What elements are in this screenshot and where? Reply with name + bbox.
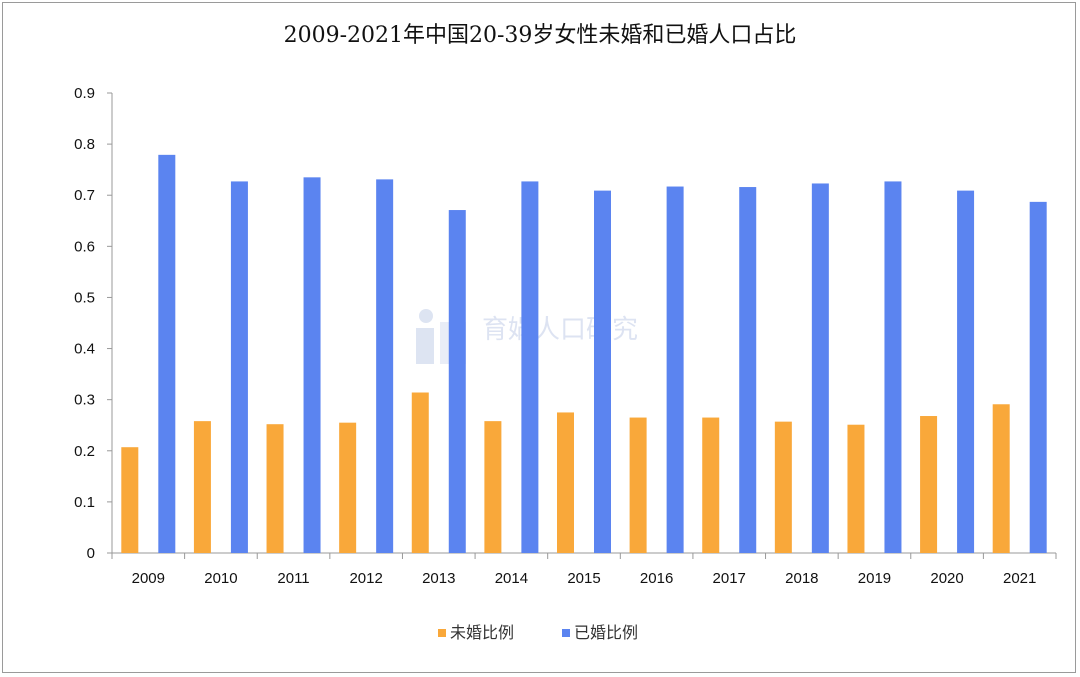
bar-unmarried-2011 — [266, 424, 284, 553]
bar-unmarried-2010 — [193, 421, 211, 553]
legend-label: 已婚比例 — [574, 623, 638, 642]
x-tick-label: 2009 — [132, 570, 165, 587]
bar-unmarried-2015 — [557, 412, 574, 553]
bar-unmarried-2019 — [847, 424, 865, 553]
x-tick-label: 2016 — [640, 570, 673, 587]
x-axis: 2009 2010 2011 2012 2013 2014 2015 2016 2017 2018… — [111, 552, 1057, 587]
x-tick-label: 2019 — [858, 570, 891, 587]
y-tick-label: 0.2 — [74, 443, 95, 460]
x-tick-label: 2018 — [785, 570, 818, 587]
bar-married-2013 — [448, 210, 466, 554]
watermark-text: 育娲人口研究 — [482, 315, 638, 345]
x-tick-label: 2011 — [277, 570, 309, 587]
x-tick-label: 2017 — [713, 570, 746, 587]
bar-unmarried-2014 — [484, 421, 502, 553]
x-tick-label: 2014 — [495, 570, 528, 587]
y-tick-label: 0.1 — [74, 494, 95, 511]
bar-married-2009 — [158, 154, 176, 553]
chart-title: 2009-2021年中国20-39岁女性未婚和已婚人口占比 — [284, 23, 797, 48]
legend-label: 未婚比例 — [450, 623, 514, 642]
y-tick-label: 0.9 — [74, 85, 95, 102]
y-tick-label: 0 — [87, 545, 95, 562]
bar-married-2012 — [376, 179, 394, 553]
x-tick-label: 2015 — [567, 570, 600, 587]
bar-married-2011 — [303, 177, 321, 554]
y-tick-label: 0.8 — [74, 136, 95, 153]
bar-married-2016 — [666, 186, 684, 554]
bar-married-2019 — [884, 181, 902, 553]
bar-unmarried-2017 — [702, 417, 720, 553]
bar-unmarried-2016 — [629, 417, 647, 553]
bar-unmarried-2020 — [920, 416, 938, 553]
legend: 未婚比例 已婚比例 — [438, 623, 638, 642]
y-axis: 0 0.1 0.2 0.3 0.4 0.5 0.6 0.7 0.8 0.9 — [74, 85, 113, 562]
bar-married-2018 — [811, 183, 829, 553]
bar-unmarried-2013 — [411, 392, 429, 553]
bar-married-2010 — [230, 181, 248, 553]
bar-unmarried-2012 — [339, 422, 357, 553]
bar-married-2021 — [1029, 201, 1047, 553]
bars — [121, 154, 1047, 554]
x-tick-label: 2021 — [1003, 570, 1036, 587]
y-tick-label: 0.3 — [74, 392, 95, 409]
x-tick-label: 2013 — [422, 570, 455, 587]
legend-swatch — [438, 629, 446, 637]
bar-unmarried-2021 — [992, 404, 1010, 553]
x-tick-label: 2012 — [349, 570, 382, 587]
y-tick-label: 0.7 — [74, 187, 95, 204]
bar-married-2015 — [594, 190, 611, 553]
bar-unmarried-2009 — [121, 447, 139, 553]
x-tick-label: 2020 — [930, 570, 963, 587]
bar-married-2014 — [521, 181, 539, 553]
y-tick-label: 0.4 — [74, 341, 95, 358]
y-tick-label: 0.6 — [74, 238, 95, 255]
x-tick-label: 2010 — [204, 570, 237, 587]
bar-married-2017 — [739, 187, 757, 554]
bar-unmarried-2018 — [774, 421, 792, 553]
legend-swatch — [562, 629, 570, 637]
y-tick-label: 0.5 — [74, 289, 95, 306]
bar-married-2020 — [957, 190, 975, 553]
